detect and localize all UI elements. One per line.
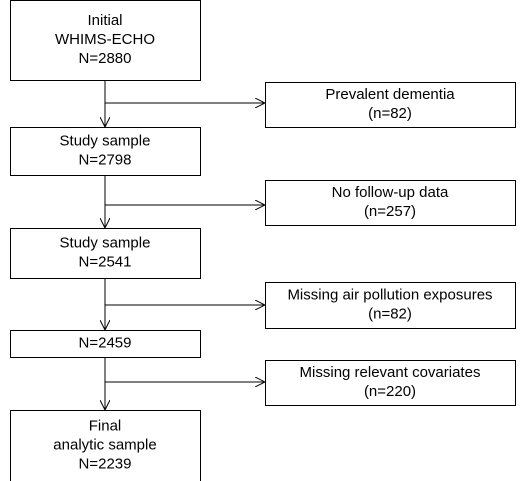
exclusion-box-text: Prevalent dementia (325, 86, 455, 103)
exclusion-box-text: (n=82) (368, 105, 412, 122)
exclusion-box (265, 180, 516, 226)
exclusion-box (265, 82, 516, 128)
exclusion-box-text: (n=82) (368, 305, 412, 322)
main-box (10, 127, 201, 176)
exclusion-box (265, 282, 516, 329)
main-box (10, 0, 201, 81)
exclusion-box-text: (n=220) (364, 383, 416, 400)
main-box (10, 410, 201, 481)
main-box-text: N=2798 (79, 151, 132, 168)
main-box-text: WHIMS-ECHO (55, 31, 155, 48)
exclusion-box-text: (n=257) (364, 203, 416, 220)
main-box-text: N=2459 (79, 334, 132, 351)
main-box (10, 228, 201, 279)
exclusion-box-text: No follow-up data (332, 184, 449, 201)
main-box-text: Study sample (60, 234, 151, 251)
main-box-text: Study sample (60, 132, 151, 149)
exclusion-box-text: Missing relevant covariates (300, 364, 481, 381)
main-box-text: N=2239 (79, 455, 132, 472)
exclusion-box (265, 360, 516, 406)
main-box-text: analytic sample (53, 436, 156, 453)
main-box-text: N=2880 (79, 50, 132, 67)
main-box-text: N=2541 (79, 253, 132, 270)
main-box-text: Final (89, 417, 122, 434)
main-box-text: Initial (87, 12, 122, 29)
exclusion-box-text: Missing air pollution exposures (287, 286, 492, 303)
